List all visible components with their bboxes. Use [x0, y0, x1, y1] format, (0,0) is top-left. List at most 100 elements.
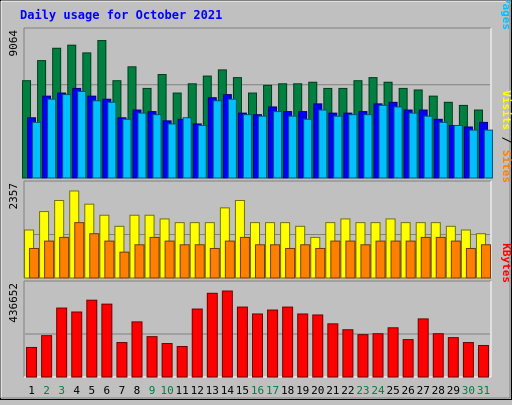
- bar-sites-day-31: [480, 244, 491, 279]
- x-tick-label: 6: [104, 384, 111, 397]
- bar-sites-day-29: [450, 240, 461, 279]
- bar-sites-day-17: [270, 244, 281, 279]
- bar-kbytes-day-6: [101, 303, 113, 378]
- bar-kbytes-day-27: [417, 318, 429, 378]
- bar-kbytes-day-12: [191, 308, 203, 378]
- bar-kbytes-day-28: [432, 333, 444, 378]
- panel-2: 2357 Visits / Sites: [7, 90, 512, 279]
- bar-pages-day-16: [258, 115, 267, 179]
- x-tick-label: 17: [266, 384, 279, 397]
- x-tick-label: 30: [462, 384, 475, 397]
- bar-sites-day-11: [179, 244, 190, 279]
- bar-pages-day-6: [107, 101, 117, 179]
- bar-pages-day-22: [348, 114, 358, 179]
- bar-kbytes-day-11: [176, 345, 188, 378]
- x-tick-label: 21: [326, 384, 339, 397]
- x-tick-label: 1: [28, 384, 35, 397]
- x-tick-label: 7: [119, 384, 126, 397]
- x-tick-label: 3: [58, 384, 65, 397]
- bar-pages-day-23: [363, 114, 373, 179]
- right-axis-label: Hits / Files / Pages: [500, 0, 512, 30]
- x-tick-label: 18: [281, 384, 294, 397]
- bar-kbytes-day-25: [387, 327, 399, 378]
- bar-sites-day-20: [315, 247, 326, 279]
- bar-sites-day-19: [300, 244, 311, 279]
- x-tick-label: 2: [43, 384, 50, 397]
- bar-sites-day-7: [119, 251, 130, 279]
- bar-sites-day-26: [405, 240, 416, 279]
- bar-kbytes-day-24: [372, 333, 384, 378]
- y-max-label: 9064: [7, 30, 20, 57]
- x-tick-label: 16: [251, 384, 264, 397]
- bar-kbytes-day-4: [71, 311, 83, 378]
- bar-pages-day-31: [483, 129, 493, 179]
- right-axis-label-part: Visits: [500, 90, 512, 130]
- right-axis-label-part: Sites: [500, 143, 512, 183]
- right-axis-label: KBytes: [500, 243, 512, 283]
- bar-pages-day-7: [122, 118, 132, 179]
- x-tick-label: 28: [432, 384, 445, 397]
- bar-kbytes-day-22: [342, 329, 354, 378]
- right-axis-label-part: Pages: [500, 0, 512, 30]
- bar-kbytes-day-13: [206, 292, 218, 378]
- x-tick-label: 19: [296, 384, 309, 397]
- series-pages: [32, 91, 493, 179]
- bar-kbytes-day-14: [221, 290, 233, 378]
- bar-kbytes-day-2: [41, 335, 53, 378]
- bar-sites-day-10: [164, 240, 175, 279]
- bar-kbytes-day-19: [297, 313, 309, 378]
- bar-sites-day-12: [194, 244, 205, 279]
- x-tick-label: 24: [371, 384, 385, 397]
- bar-pages-day-2: [47, 98, 57, 179]
- bar-pages-day-1: [32, 121, 42, 179]
- bar-sites-day-1: [29, 247, 40, 279]
- bar-pages-day-9: [152, 114, 162, 179]
- bar-kbytes-day-9: [146, 336, 158, 378]
- series-hits: [22, 40, 483, 179]
- bar-pages-day-24: [378, 104, 388, 179]
- bar-sites-day-3: [59, 236, 70, 279]
- y-max-label: 436652: [7, 283, 20, 323]
- bar-pages-day-12: [197, 124, 207, 179]
- bar-sites-day-8: [134, 244, 145, 279]
- right-axis-label-part: KBytes: [500, 243, 512, 283]
- bar-sites-day-18: [285, 247, 296, 279]
- bar-sites-day-25: [390, 240, 401, 279]
- bar-pages-day-13: [212, 100, 222, 179]
- right-axis-label: Visits / Sites: [500, 90, 512, 183]
- panel-1: 9064 Hits / Files / Pages: [7, 0, 512, 179]
- bar-kbytes-day-1: [26, 346, 38, 378]
- bar-kbytes-day-16: [252, 313, 263, 378]
- x-tick-label: 29: [447, 384, 460, 397]
- bar-kbytes-day-29: [447, 337, 459, 378]
- x-tick-label: 26: [402, 384, 415, 397]
- bar-sites-day-4: [74, 222, 85, 279]
- bar-kbytes-day-5: [86, 299, 98, 378]
- bar-kbytes-day-23: [357, 334, 369, 378]
- bar-pages-day-10: [167, 123, 177, 179]
- x-tick-label: 14: [221, 384, 235, 397]
- x-axis-tick-labels: 1 2 3 4 5 6 7 8 9 10 11 12 13 14 15 16 17 18 19 20 21 22 23 24 2…: [28, 384, 490, 397]
- bar-pages-day-30: [468, 129, 478, 179]
- x-tick-label: 12: [191, 384, 204, 397]
- bar-sites-day-6: [104, 240, 115, 279]
- chart-panels: 9064 Hits / Files / Pages 2357 Visits / Sit…: [7, 0, 512, 378]
- x-tick-label: 31: [477, 384, 490, 397]
- bar-kbytes-day-31: [477, 344, 489, 378]
- series-kbytes: [26, 290, 489, 378]
- bar-pages-day-5: [92, 100, 102, 179]
- x-tick-label: 9: [149, 384, 156, 397]
- bar-sites-day-2: [44, 240, 55, 279]
- bar-kbytes-day-26: [402, 339, 414, 378]
- bar-pages-day-28: [438, 121, 448, 179]
- bar-pages-day-20: [318, 109, 328, 179]
- bar-pages-day-18: [288, 115, 298, 179]
- bar-sites-day-5: [89, 233, 100, 279]
- bar-kbytes-day-30: [462, 342, 474, 378]
- bar-kbytes-day-18: [282, 306, 294, 378]
- x-tick-label: 4: [73, 384, 80, 397]
- bar-sites-day-15: [239, 236, 250, 279]
- bar-sites-day-16: [255, 244, 265, 279]
- x-tick-label: 8: [134, 384, 141, 397]
